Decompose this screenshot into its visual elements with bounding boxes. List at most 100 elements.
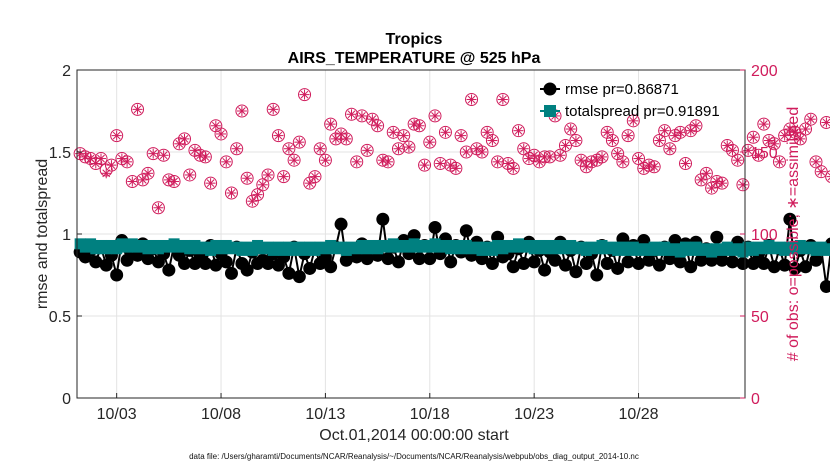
obs-assimilated-point [127, 176, 138, 187]
rmse-point [339, 253, 353, 267]
obs-assimilated-point [795, 133, 806, 144]
obs-possible-point [663, 142, 677, 156]
rmse-point [788, 261, 802, 275]
obs-assimilated-point [142, 168, 153, 179]
obs-assimilated-point [597, 151, 608, 162]
obs-assimilated-point [482, 127, 493, 138]
right-tick-label: 100 [751, 227, 778, 244]
obs-assimilated-point [315, 143, 326, 154]
obs-possible-point [506, 161, 520, 175]
obs-possible-point [731, 153, 745, 167]
obs-assimilated-point [466, 94, 477, 105]
obs-possible-point [532, 155, 546, 169]
obs-assimilated-point [372, 120, 383, 131]
obs-possible-point [261, 168, 275, 182]
rmse-point [428, 220, 442, 234]
rmse-point [799, 260, 813, 274]
obs-assimilated-point [424, 137, 435, 148]
obs-assimilated-point [122, 156, 133, 167]
obs-assimilated-point [774, 156, 785, 167]
obs-possible-point [626, 114, 640, 128]
rmse-point [444, 255, 458, 269]
obs-possible-point [371, 119, 385, 133]
obs-assimilated-point [158, 150, 169, 161]
rmse-point [783, 212, 797, 226]
obs-possible-point [428, 109, 442, 123]
obs-possible-point [162, 173, 176, 187]
obs-possible-point [235, 104, 249, 118]
rmse-point [89, 255, 103, 269]
obs-possible-point [752, 148, 766, 162]
obs-possible-point [303, 176, 317, 190]
rmse-point [569, 265, 583, 279]
rmse-point [590, 268, 604, 282]
right-axis-ticks: 0 50 100 150 200 [740, 63, 778, 408]
obs-assimilated-point [612, 148, 623, 159]
obs-possible-point [449, 161, 463, 175]
obs-possible-point [746, 130, 760, 144]
obs-possible-point [146, 147, 160, 161]
obs-assimilated-point [320, 155, 331, 166]
obs-assimilated-point [252, 189, 263, 200]
obs-possible-point [214, 127, 228, 141]
legend: rmse pr=0.86871 totalspread pr=0.91891 [540, 81, 720, 120]
obs-possible-point [94, 152, 108, 166]
obs-possible-point [407, 117, 421, 131]
rmse-point [725, 255, 739, 269]
obs-assimilated-point [309, 171, 320, 182]
obs-possible-point [188, 143, 202, 157]
obs-assimilated-point [602, 127, 613, 138]
obs-possible-point [245, 194, 259, 208]
left-tick-label: 1 [62, 227, 71, 244]
obs-possible-point [360, 143, 374, 157]
rmse-point [819, 279, 830, 293]
obs-assimilated-point [414, 120, 425, 131]
obs-assimilated-point [576, 155, 587, 166]
left-tick-label: 0 [62, 391, 71, 408]
obs-possible-point [391, 142, 405, 156]
obs-possible-point [423, 135, 437, 149]
obs-assimilated-point [492, 156, 503, 167]
rmse-point [282, 266, 296, 280]
obs-assimilated-point [179, 133, 190, 144]
obs-possible-point [736, 178, 750, 192]
obs-assimilated-point [268, 104, 279, 115]
obs-assimilated-point [617, 156, 628, 167]
obs-assimilated-point [200, 151, 211, 162]
obs-assimilated-point [711, 176, 722, 187]
rmse-point [485, 257, 499, 271]
obs-possible-point [365, 112, 379, 126]
x-axis-label: Oct.01,2014 00:00:00 start [319, 427, 509, 444]
obs-possible-point [501, 156, 515, 170]
obs-possible-point [705, 181, 719, 195]
obs-possible-point [465, 93, 479, 107]
rmse-point [710, 230, 724, 244]
obs-assimilated-point [758, 119, 769, 130]
obs-possible-point [89, 156, 103, 170]
obs-assimilated-point [263, 169, 274, 180]
legend-rmse-marker [543, 82, 557, 96]
obs-possible-point [125, 175, 139, 189]
obs-possible-point [720, 138, 734, 152]
obs-assimilated-point [518, 143, 529, 154]
obs-possible-point [558, 138, 572, 152]
rmse-point [209, 258, 223, 272]
obs-possible-point [308, 170, 322, 184]
rmse-point [736, 257, 750, 271]
obs-assimilated-point [153, 202, 164, 213]
rmse-point [381, 252, 395, 266]
rmse-point [527, 255, 541, 269]
rmse-point [809, 253, 823, 267]
obs-possible-point [120, 155, 134, 169]
obs-possible-point [318, 153, 332, 167]
rmse-point [178, 257, 192, 271]
obs-possible-point [527, 148, 541, 162]
obs-possible-point [491, 155, 505, 169]
y-axis-label-right: # of obs: o=possible; ∗=assimilated [785, 107, 802, 361]
rmse-point [715, 253, 729, 267]
obs-assimilated-point [383, 156, 394, 167]
obs-possible-point [605, 134, 619, 148]
obs-assimilated-point [362, 145, 373, 156]
obs-possible-point [240, 171, 254, 185]
obs-assimilated-point [690, 120, 701, 131]
